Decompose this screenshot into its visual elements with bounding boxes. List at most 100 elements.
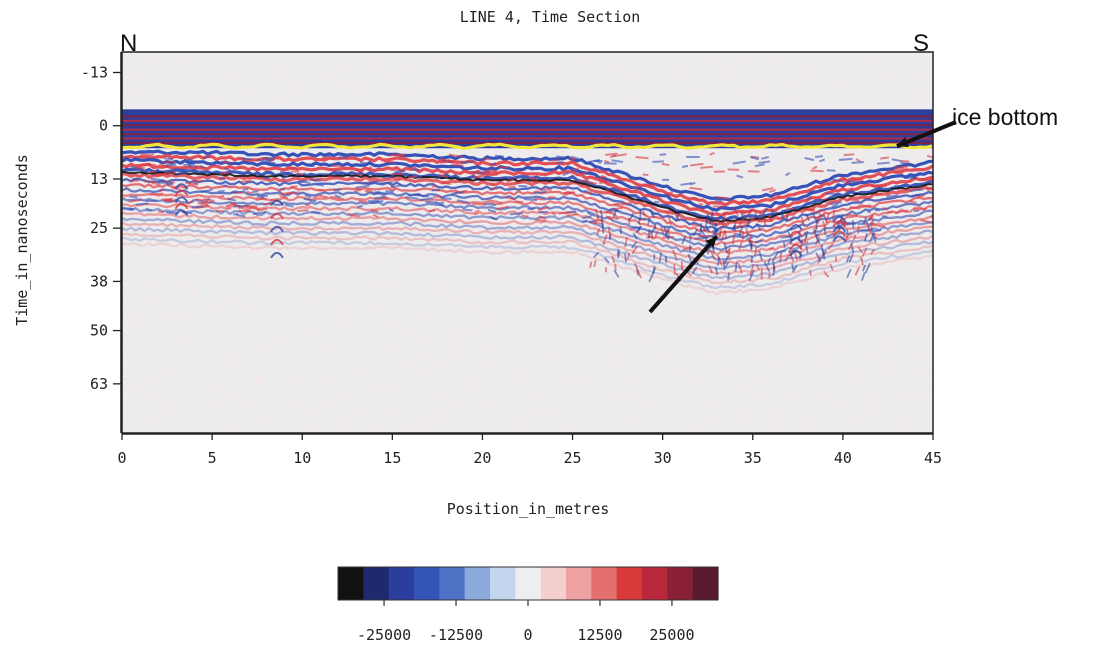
diffraction-hyperbola xyxy=(174,189,189,197)
reflection-streak xyxy=(832,178,845,183)
reflection-streak xyxy=(920,219,933,224)
reflection-streak xyxy=(806,196,812,201)
colorbar-tick-label: -12500 xyxy=(428,626,484,644)
reflection-streak xyxy=(435,165,443,169)
y-tick-label: 13 xyxy=(90,170,108,188)
paleochannel-arrow-head xyxy=(705,236,717,248)
reflection-streak xyxy=(768,189,776,193)
colorbar-segment xyxy=(515,567,542,600)
channel-scatter xyxy=(672,249,678,261)
colorbar xyxy=(337,566,719,606)
x-tick-label: 30 xyxy=(654,449,672,467)
reflection-streak xyxy=(330,195,344,201)
reflection-streak xyxy=(227,197,237,202)
reflection-streak xyxy=(127,168,133,173)
reflection-streak xyxy=(909,200,917,204)
ice-layer-line xyxy=(122,137,933,140)
reflection-streak xyxy=(558,211,570,215)
reflector-band xyxy=(122,183,933,236)
channel-scatter xyxy=(816,256,822,264)
channel-scatter xyxy=(784,254,790,263)
channel-scatter xyxy=(727,272,730,281)
channel-scatter xyxy=(600,217,604,228)
ice-layer-line xyxy=(122,119,933,122)
reflection-streak xyxy=(262,156,276,160)
channel-scatter xyxy=(809,269,812,277)
channel-scatter xyxy=(845,235,849,242)
diffraction-hyperbola xyxy=(789,237,803,244)
channel-scatter xyxy=(649,209,656,219)
reflection-streak xyxy=(149,192,164,196)
reflection-streak xyxy=(494,154,505,158)
channel-scatter xyxy=(648,272,655,283)
channel-scatter xyxy=(868,213,874,221)
channel-scatter xyxy=(680,261,684,271)
reflection-streak xyxy=(315,183,324,187)
reflection-streak xyxy=(203,198,215,202)
reflection-streak xyxy=(233,204,247,208)
reflection-streak xyxy=(682,246,693,251)
colorbar-segment xyxy=(363,567,390,600)
reflection-streak xyxy=(894,209,909,214)
x-tick-label: 10 xyxy=(293,449,311,467)
reflection-streak xyxy=(374,191,387,195)
colorbar-segment xyxy=(490,567,516,600)
reflection-streak xyxy=(612,193,619,197)
channel-scatter xyxy=(805,245,809,254)
channel-scatter xyxy=(856,225,860,234)
reflection-streak xyxy=(471,170,480,176)
channel-scatter xyxy=(637,225,642,232)
channel-scatter xyxy=(624,253,627,263)
reflection-streak xyxy=(587,158,601,164)
reflection-streak xyxy=(514,180,525,185)
reflection-streak xyxy=(859,204,872,209)
reflection-streak xyxy=(388,208,395,213)
reflection-streak xyxy=(877,161,890,165)
reflection-streak xyxy=(242,188,249,191)
reflection-streak xyxy=(700,165,713,169)
reflection-streak xyxy=(577,179,589,183)
colorbar-tick-label: -25000 xyxy=(356,626,412,644)
reflection-streak xyxy=(504,196,516,201)
channel-scatter xyxy=(603,257,610,264)
channel-scatter xyxy=(660,227,665,235)
reflection-streak xyxy=(659,153,667,156)
reflection-streak xyxy=(373,195,387,200)
reflection-streak xyxy=(284,203,294,208)
reflection-streak xyxy=(289,185,298,189)
channel-scatter xyxy=(812,213,818,222)
reflection-streak xyxy=(900,161,910,165)
colorbar-segment xyxy=(591,567,618,600)
plot-frame xyxy=(121,51,934,434)
channel-scatter xyxy=(750,255,754,263)
channel-scatter xyxy=(748,269,755,282)
x-axis-label: Position_in_metres xyxy=(446,500,610,518)
reflection-streak xyxy=(145,207,153,212)
reflection-streak xyxy=(825,233,835,238)
reflection-streak xyxy=(538,210,549,214)
reflector-band xyxy=(122,236,933,290)
reflection-streak xyxy=(311,211,320,215)
channel-scatter xyxy=(738,226,744,237)
reflection-streak xyxy=(886,194,898,198)
reflection-streak xyxy=(180,159,192,163)
channel-scatter xyxy=(854,266,861,276)
reflection-streak xyxy=(567,167,573,171)
reflection-streak xyxy=(523,197,538,202)
reflection-streak xyxy=(825,192,838,195)
reflection-streak xyxy=(364,188,370,193)
reflection-streak xyxy=(448,153,463,158)
reflection-streak xyxy=(666,191,674,196)
reflection-streak xyxy=(231,202,237,206)
channel-scatter xyxy=(815,237,821,245)
reflection-streak xyxy=(812,165,818,170)
x-tick-label: 35 xyxy=(744,449,762,467)
reflection-streak xyxy=(244,204,258,208)
channel-scatter xyxy=(754,246,758,257)
channel-scatter xyxy=(722,260,726,271)
ice-bottom-reflector xyxy=(122,142,933,151)
reflection-streak xyxy=(881,215,888,218)
reflection-streak xyxy=(880,156,889,160)
reflector-band xyxy=(122,221,933,276)
reflection-streak xyxy=(740,204,752,208)
